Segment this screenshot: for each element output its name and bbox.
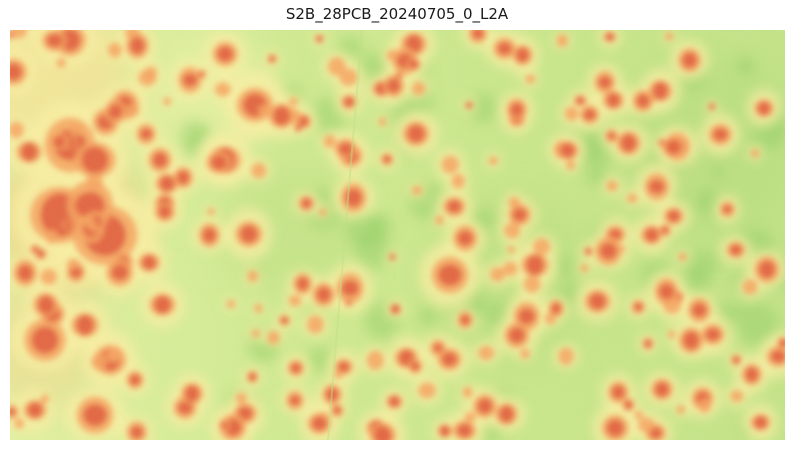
texture-noise — [10, 30, 785, 440]
satellite-scene-svg — [10, 30, 785, 440]
figure-title: S2B_28PCB_20240705_0_L2A — [285, 5, 509, 23]
swath-edge — [327, 30, 363, 440]
satellite-image — [10, 30, 785, 440]
